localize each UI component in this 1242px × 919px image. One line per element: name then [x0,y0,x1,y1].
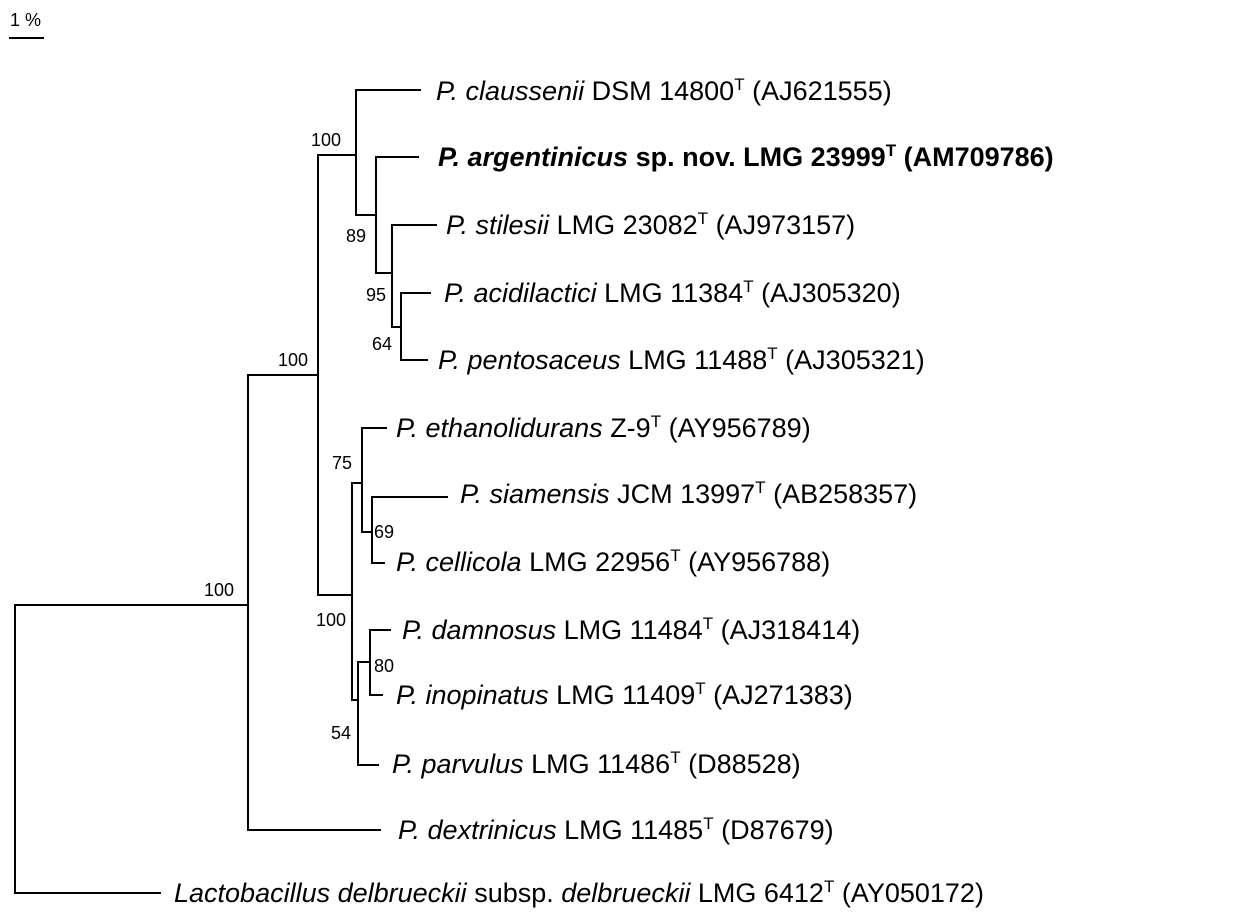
bootstrap-value: 100 [311,130,341,150]
taxon-labels: P. claussenii DSM 14800T (AJ621555) P. a… [174,75,1054,908]
taxon-label-parvulus: P. parvulus LMG 11486T (D88528) [392,748,801,779]
taxon-label-pentosaceus: P. pentosaceus LMG 11488T (AJ305321) [438,344,925,375]
taxon-label-stilesii: P. stilesii LMG 23082T (AJ973157) [446,209,855,240]
taxon-label-damnosus: P. damnosus LMG 11484T (AJ318414) [402,614,860,645]
bootstrap-value: 95 [366,285,386,305]
taxon-label-lactobacillus: Lactobacillus delbrueckii subsp. delbrue… [174,877,984,908]
bootstrap-value: 89 [346,226,366,246]
bootstrap-value: 69 [374,522,394,542]
bootstrap-value: 64 [372,334,392,354]
bootstrap-value: 54 [331,723,351,743]
taxon-label-claussenii: P. claussenii DSM 14800T (AJ621555) [436,75,892,106]
taxon-label-acidilactici: P. acidilactici LMG 11384T (AJ305320) [444,277,901,308]
taxon-label-inopinatus: P. inopinatus LMG 11409T (AJ271383) [396,679,853,710]
bootstrap-value: 100 [204,580,234,600]
tree-branches [14,89,448,894]
bootstrap-value: 100 [316,610,346,630]
taxon-label-argentinicus: P. argentinicus sp. nov. LMG 23999T (AM7… [438,141,1054,172]
bootstrap-values: 100 89 95 64 100 100 75 69 100 80 54 [204,130,394,743]
scale-label: 1 % [10,10,41,30]
taxon-label-siamensis: P. siamensis JCM 13997T (AB258357) [460,478,917,509]
taxon-label-ethanolidurans: P. ethanolidurans Z-9T (AY956789) [396,412,811,443]
taxon-label-dextrinicus: P. dextrinicus LMG 11485T (D87679) [398,814,834,845]
bootstrap-value: 75 [332,453,352,473]
bootstrap-value: 80 [374,656,394,676]
scale-bar: 1 % [9,10,44,39]
taxon-label-cellicola: P. cellicola LMG 22956T (AY956788) [396,546,830,577]
bootstrap-value: 100 [278,350,308,370]
